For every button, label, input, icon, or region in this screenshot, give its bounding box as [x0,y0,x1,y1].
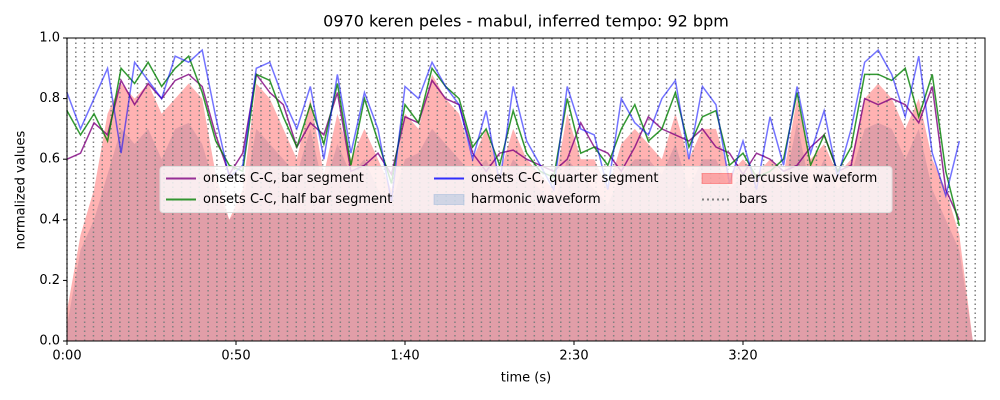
legend-label: harmonic waveform [471,192,601,207]
y-tick-label: 0.2 [39,273,60,288]
y-axis-label: normalized values [14,130,29,249]
legend-label: onsets C-C, quarter segment [471,171,658,186]
legend-label: onsets C-C, bar segment [203,171,364,186]
y-tick-label: 1.0 [39,31,60,46]
x-tick-label: 1:40 [390,349,419,364]
legend-box [159,166,893,213]
onset-line [66,54,961,227]
y-tick-label: 0.6 [39,152,60,167]
y-tick-label: 0.0 [39,334,60,349]
x-tick-label: 0:50 [221,349,250,364]
legend-swatch [701,173,733,184]
legend-label: percussive waveform [739,171,877,186]
x-axis-label: time (s) [501,371,551,386]
onset-line [66,72,960,221]
x-tick-label: 2:30 [559,349,588,364]
chart-title: 0970 keren peles - mabul, inferred tempo… [323,12,729,31]
x-tick-label: 3:20 [728,349,757,364]
legend-swatch [433,194,465,205]
y-tick-label: 0.8 [39,91,60,106]
legend-label: onsets C-C, half bar segment [203,192,392,207]
legend-label: bars [739,192,768,207]
onset-line [66,48,961,202]
x-tick-label: 0:00 [52,349,81,364]
y-tick-label: 0.4 [39,212,60,227]
legend: onsets C-C, bar segment onsets C-C, half … [159,166,893,213]
axes-frame [66,37,986,342]
